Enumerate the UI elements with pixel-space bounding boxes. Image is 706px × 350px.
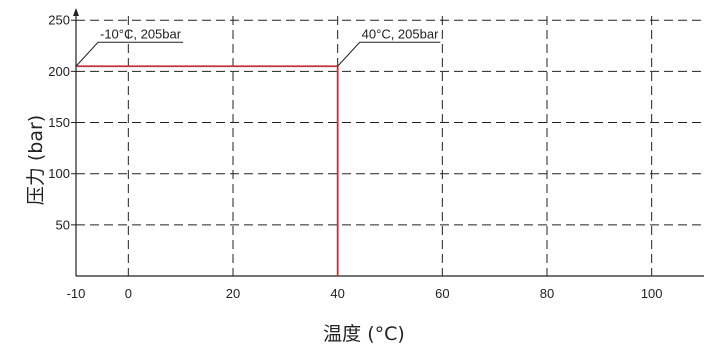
annotations: -10°C, 205bar 40°C, 205bar: [76, 26, 440, 66]
y-tick-label: 50: [56, 217, 70, 232]
annotation-label: -10°C, 205bar: [100, 26, 182, 41]
annotation-leader: [338, 42, 441, 66]
grid: [76, 16, 704, 276]
annotation-label: 40°C, 205bar: [362, 26, 439, 41]
series-layer: [76, 66, 338, 276]
axes: 50 100 150 200 250 -10 0 20 40 60 80 100: [48, 8, 704, 301]
x-tick-label: 0: [125, 286, 132, 301]
x-tick-label: 20: [226, 286, 240, 301]
y-tick-label: 200: [48, 64, 70, 79]
x-axis-title: 温度 (°C): [323, 323, 405, 345]
y-tick-label: 150: [48, 115, 70, 130]
x-tick-label: 60: [435, 286, 449, 301]
y-axis-arrow: [73, 8, 79, 16]
annotation-leader: [76, 42, 183, 66]
x-tick-label: 80: [540, 286, 554, 301]
y-axis-title: 压力 (bar): [25, 115, 47, 205]
x-tick-label: -10: [67, 286, 86, 301]
x-tick-label: 100: [641, 286, 663, 301]
series-line: [76, 66, 338, 276]
x-tick-label: 40: [330, 286, 344, 301]
y-tick-label: 100: [48, 166, 70, 181]
y-tick-label: 250: [48, 13, 70, 28]
